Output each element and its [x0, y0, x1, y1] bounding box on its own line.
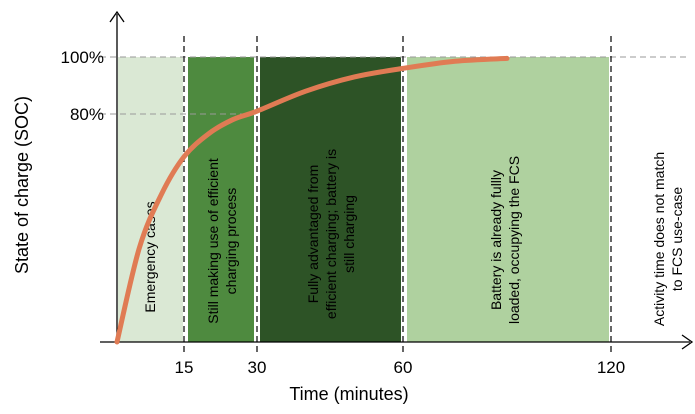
x-tick-label: 15 [175, 358, 194, 377]
zone-label-line: Activity time does not match [651, 152, 667, 326]
zone-rect [611, 57, 690, 342]
y-tick-label: 80% [70, 105, 104, 124]
zone-rect [407, 57, 609, 342]
soc-curve [114, 55, 510, 345]
x-axis-arrow [681, 334, 694, 350]
x-axis-title: Time (minutes) [289, 384, 408, 404]
y-axis-arrow [109, 10, 125, 23]
x-tick-label: 120 [597, 358, 625, 377]
zone-label-line: Battery is already fullly [488, 170, 504, 310]
zones-layer [118, 57, 690, 342]
axes-layer [100, 10, 694, 350]
zone-label-line: charging process [223, 188, 239, 295]
ticks-layer: 15 30 60 120 100% 80% [61, 48, 626, 377]
zone-rect [188, 57, 254, 342]
zone-label-line: efficient charging; battery is [323, 149, 339, 319]
y-axis-title: State of charge (SOC) [12, 96, 32, 274]
zone-text-layer: Emergency cases Still making use of effic… [142, 149, 685, 326]
y-tick-label: 100% [61, 48, 104, 67]
x-tick-label: 30 [248, 358, 267, 377]
zone-label-line: Still making use of efficient [205, 158, 221, 324]
x-tick-label: 60 [394, 358, 413, 377]
zone-label-line: loaded, occupying the FCS [506, 156, 522, 324]
reference-lines [100, 36, 690, 356]
zone-rect [260, 57, 401, 342]
zone-label-line: to FCS use-case [669, 187, 685, 291]
zone-label-line: Fully advantaged from [305, 165, 321, 304]
zone-label-line: still charging [341, 195, 357, 273]
